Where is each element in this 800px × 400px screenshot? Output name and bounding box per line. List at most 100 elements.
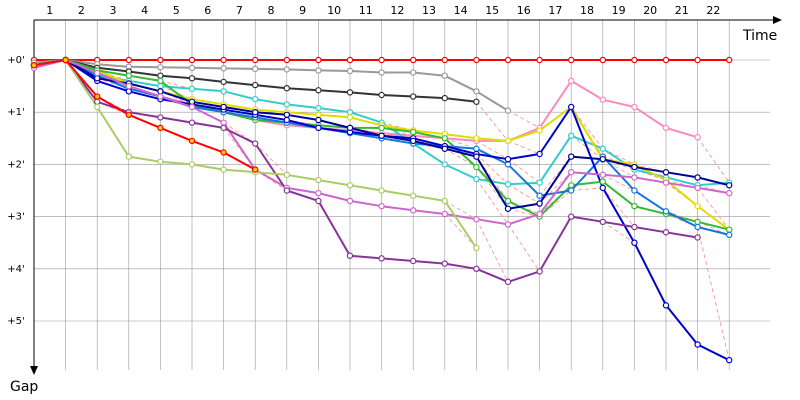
- data-point: [726, 231, 733, 239]
- data-point: [251, 140, 259, 147]
- data-point: [694, 174, 701, 181]
- data-point: [473, 145, 480, 152]
- position-connector: [539, 171, 572, 204]
- data-point: [536, 200, 543, 207]
- data-point: [378, 91, 385, 99]
- data-point: [694, 184, 701, 192]
- data-point: [220, 166, 227, 173]
- y-axis-title: Gap: [10, 379, 38, 395]
- series-line: [33, 59, 256, 171]
- data-point: [220, 103, 227, 111]
- x-tick-label: 9: [299, 4, 306, 17]
- data-point: [251, 65, 259, 73]
- data-point: [157, 88, 164, 95]
- data-point: [378, 56, 385, 64]
- data-point: [504, 278, 512, 286]
- position-connector: [444, 137, 477, 150]
- data-point: [157, 72, 164, 79]
- data-point: [631, 239, 638, 246]
- position-connector: [602, 221, 635, 244]
- data-point: [536, 179, 543, 186]
- data-point: [157, 158, 164, 165]
- data-point: [157, 124, 164, 132]
- data-point: [410, 192, 417, 199]
- data-point: [346, 124, 354, 132]
- position-connector: [602, 187, 635, 228]
- x-tick-label: 14: [454, 4, 468, 17]
- position-connector: [507, 208, 540, 217]
- data-point: [410, 207, 417, 214]
- data-point: [315, 124, 322, 132]
- data-point: [441, 135, 448, 142]
- data-point: [378, 202, 385, 210]
- data-point: [599, 218, 607, 226]
- data-point: [662, 124, 670, 132]
- data-point: [346, 197, 354, 205]
- y-tick-label: +1': [7, 107, 25, 118]
- position-connector: [381, 135, 414, 144]
- position-connector: [444, 148, 477, 168]
- data-point: [346, 67, 354, 75]
- data-point: [726, 356, 733, 364]
- data-point: [188, 137, 196, 145]
- x-tick-label: 16: [517, 4, 531, 17]
- x-tick-label: 15: [485, 4, 499, 17]
- data-point: [568, 132, 575, 139]
- data-point: [220, 78, 227, 86]
- position-connector: [444, 200, 477, 220]
- x-axis-arrow: [773, 16, 782, 24]
- data-point: [536, 150, 543, 158]
- data-point: [662, 179, 670, 186]
- position-connector: [97, 77, 129, 90]
- x-tick-label: 13: [422, 4, 436, 17]
- position-connector: [381, 132, 414, 139]
- y-tick-label: +4': [7, 264, 25, 275]
- data-point: [504, 56, 512, 64]
- data-point: [220, 149, 227, 156]
- data-point: [662, 56, 670, 64]
- position-connector: [160, 80, 193, 90]
- data-point: [568, 187, 575, 194]
- data-point: [568, 56, 575, 64]
- data-point: [93, 103, 101, 111]
- position-connector: [602, 158, 635, 178]
- position-connector: [602, 174, 635, 191]
- data-point: [694, 223, 701, 231]
- data-point: [441, 197, 448, 205]
- position-connector: [507, 224, 540, 272]
- data-point: [251, 81, 259, 89]
- x-tick-label: 3: [110, 4, 117, 17]
- data-point: [157, 64, 164, 71]
- data-point: [599, 96, 607, 103]
- data-point: [188, 75, 196, 82]
- data-point: [631, 103, 638, 111]
- data-point: [599, 171, 607, 179]
- position-connector: [697, 187, 730, 230]
- data-point: [93, 93, 101, 100]
- data-point: [504, 197, 512, 205]
- data-point: [188, 98, 196, 105]
- data-point: [504, 161, 512, 168]
- data-point: [568, 103, 575, 111]
- data-point: [378, 187, 385, 194]
- data-point: [283, 84, 290, 92]
- x-tick-label: 12: [390, 4, 404, 17]
- data-point: [441, 260, 448, 267]
- data-point: [315, 56, 322, 64]
- series-markers: [30, 56, 733, 364]
- position-connector: [697, 226, 730, 361]
- y-axis-arrow: [30, 366, 38, 375]
- data-point: [188, 85, 196, 92]
- series-line: [33, 59, 698, 283]
- data-point: [315, 189, 322, 197]
- x-tick-label: 18: [580, 4, 594, 17]
- data-point: [662, 208, 670, 215]
- x-tick-label: 17: [548, 4, 562, 17]
- data-point: [631, 163, 638, 171]
- data-point: [568, 169, 575, 176]
- position-connector: [476, 140, 509, 160]
- y-tick-label: +3': [7, 212, 25, 223]
- data-point: [410, 69, 417, 76]
- position-connector: [665, 211, 698, 223]
- data-point: [315, 176, 322, 184]
